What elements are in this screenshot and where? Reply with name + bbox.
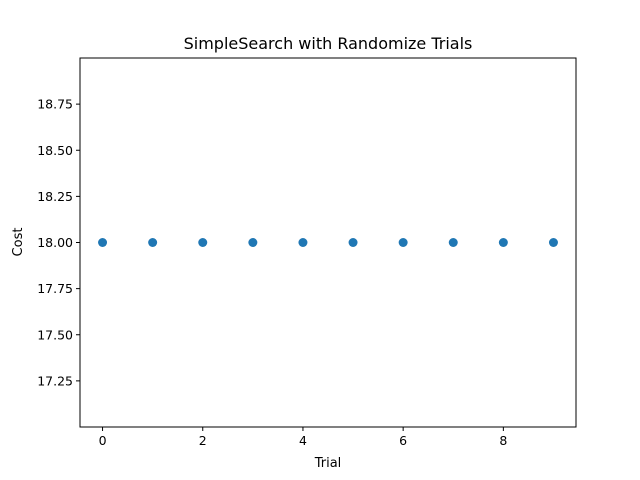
- y-tick-label: 17.50: [37, 327, 73, 342]
- y-tick-label: 18.00: [37, 235, 73, 250]
- x-tick-label: 2: [199, 433, 207, 448]
- data-point: [298, 238, 308, 247]
- y-tick-label: 17.25: [37, 373, 73, 388]
- x-axis-label: Trial: [314, 456, 342, 471]
- y-tick-label: 18.75: [37, 97, 73, 112]
- data-point: [248, 238, 258, 247]
- data-point: [548, 238, 558, 247]
- y-axis: 17.25 17.50 17.75 18.00 18.25 18.50 18.75: [37, 97, 80, 388]
- data-points: [98, 238, 558, 247]
- data-point: [448, 238, 458, 247]
- y-tick-label: 17.75: [37, 281, 73, 296]
- data-point: [98, 238, 108, 247]
- x-tick-label: 4: [299, 433, 307, 448]
- data-point: [148, 238, 158, 247]
- data-point: [348, 238, 358, 247]
- data-point: [498, 238, 508, 247]
- x-axis: 0 2 4 6 8: [99, 427, 507, 448]
- y-axis-label: Cost: [11, 228, 26, 257]
- data-point: [398, 238, 408, 247]
- x-tick-label: 0: [99, 433, 107, 448]
- x-tick-label: 6: [399, 433, 407, 448]
- y-tick-label: 18.25: [37, 189, 73, 204]
- chart-title: SimpleSearch with Randomize Trials: [184, 34, 473, 53]
- data-point: [198, 238, 208, 247]
- y-tick-label: 18.50: [37, 143, 73, 158]
- x-tick-label: 8: [499, 433, 507, 448]
